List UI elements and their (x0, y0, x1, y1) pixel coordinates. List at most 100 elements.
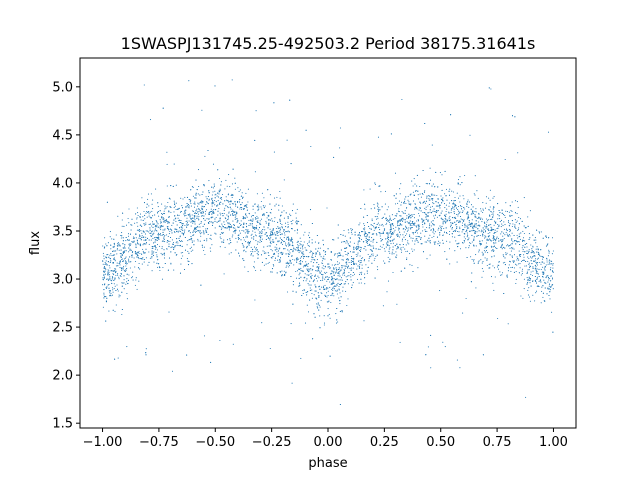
data-point (357, 248, 359, 250)
data-point (519, 255, 521, 257)
data-point (316, 259, 318, 261)
data-point (109, 236, 111, 238)
data-point (338, 271, 340, 273)
data-point (108, 265, 110, 267)
data-point (449, 230, 451, 233)
data-point (414, 183, 416, 185)
data-point (131, 277, 133, 279)
data-point (421, 221, 423, 223)
data-point (299, 257, 301, 259)
data-point (269, 219, 272, 221)
data-point (309, 280, 311, 282)
data-point (487, 239, 489, 241)
data-point (366, 235, 368, 237)
data-point (393, 195, 395, 197)
data-point (367, 239, 369, 241)
data-point (269, 212, 271, 214)
data-point (327, 290, 329, 292)
data-point (126, 292, 128, 295)
data-point (506, 252, 508, 254)
data-point (419, 193, 421, 195)
data-point (280, 251, 282, 253)
data-point (472, 229, 474, 231)
data-point (153, 232, 155, 234)
data-point (243, 208, 245, 210)
data-point (219, 226, 221, 228)
data-point (139, 237, 141, 240)
data-point (297, 247, 299, 249)
data-point (513, 248, 515, 250)
data-point (388, 250, 390, 252)
data-point (111, 255, 113, 257)
data-point (274, 246, 276, 248)
data-point (131, 256, 133, 258)
data-point (322, 239, 324, 241)
data-point (359, 262, 361, 264)
data-point (232, 227, 234, 229)
data-point (334, 290, 336, 292)
data-point (160, 229, 162, 231)
data-point (336, 307, 338, 310)
data-point (146, 206, 148, 208)
data-point (168, 311, 170, 313)
data-point (550, 260, 552, 262)
data-point (122, 282, 124, 284)
data-point (163, 254, 166, 256)
data-point (525, 396, 527, 398)
data-point (492, 214, 494, 216)
data-point (198, 203, 200, 205)
data-point (186, 205, 188, 207)
data-point (362, 228, 365, 230)
data-point (333, 282, 335, 284)
data-point (121, 285, 123, 287)
data-point (352, 271, 354, 274)
data-point (471, 272, 473, 274)
data-point (318, 242, 320, 244)
data-point (123, 258, 125, 260)
data-point (278, 227, 281, 229)
data-point (548, 262, 550, 264)
data-point (322, 278, 324, 280)
data-point (162, 217, 164, 219)
data-point (114, 268, 117, 270)
data-point (401, 210, 403, 213)
data-point (112, 273, 114, 275)
data-point (335, 285, 337, 287)
data-point (405, 227, 408, 229)
data-point (214, 194, 216, 196)
data-point (362, 257, 364, 259)
data-point (239, 232, 241, 234)
data-point (363, 216, 365, 218)
data-point (389, 240, 391, 242)
data-point (263, 207, 265, 209)
data-point (192, 222, 194, 224)
data-point (377, 269, 379, 271)
data-point (271, 250, 273, 252)
data-point (458, 242, 460, 244)
data-point (531, 263, 533, 265)
data-point (497, 238, 499, 240)
data-point (336, 278, 338, 280)
data-point (485, 226, 487, 228)
data-point (310, 278, 312, 280)
data-point (155, 219, 157, 222)
data-point (380, 240, 382, 242)
data-point (442, 197, 444, 199)
data-point (291, 228, 293, 230)
data-point (454, 199, 456, 202)
data-point (299, 260, 301, 263)
data-point (430, 229, 432, 231)
data-point (115, 274, 117, 276)
data-point (214, 199, 216, 202)
data-point (131, 224, 133, 226)
data-point (154, 246, 157, 248)
data-point (299, 262, 301, 264)
data-point (528, 263, 530, 265)
data-point (212, 216, 214, 218)
data-point (389, 217, 391, 219)
data-point (498, 240, 500, 242)
data-point (121, 219, 123, 221)
data-point (477, 225, 479, 227)
data-point (422, 211, 424, 214)
data-point (397, 246, 400, 248)
